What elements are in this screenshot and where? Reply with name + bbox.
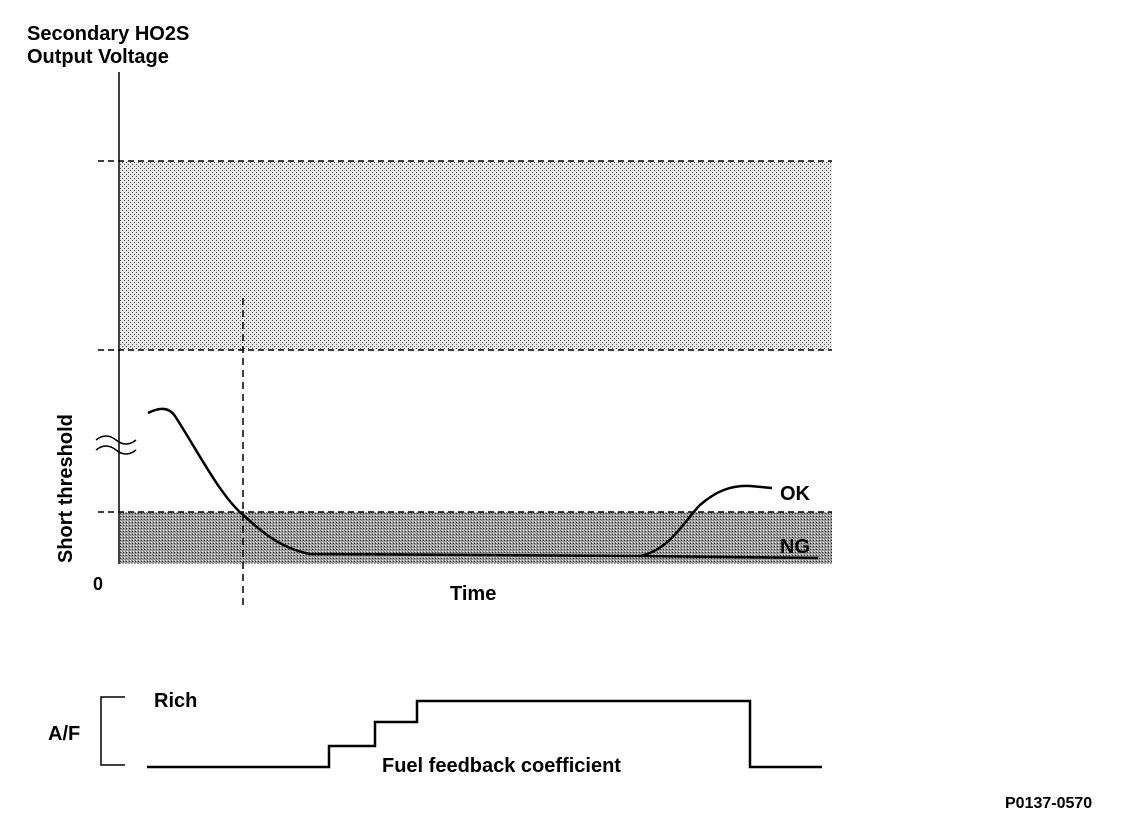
ylabel-line2: Output Voltage	[27, 46, 169, 68]
ok-label: OK	[780, 483, 811, 505]
ng-curve	[639, 554, 819, 560]
fuel-feedback-label: Fuel feedback coefficient	[382, 755, 621, 777]
rich-label: Rich	[154, 690, 197, 712]
ng-label: NG	[780, 536, 810, 558]
x-axis-label: Time	[450, 583, 496, 605]
voltage-curve	[147, 407, 641, 558]
figure-code: P0137-0570	[1005, 795, 1092, 812]
short-threshold-label: Short threshold	[55, 414, 77, 563]
af-bracket	[100, 696, 125, 766]
axis-break-symbol	[95, 435, 137, 455]
af-label: A/F	[48, 723, 80, 745]
origin-label: 0	[93, 574, 103, 594]
upper-shaded-band	[120, 161, 832, 350]
ylabel-line1: Secondary HO2S	[27, 23, 189, 45]
fuel-feedback-step-line	[147, 699, 822, 769]
ok-curve	[639, 484, 773, 558]
